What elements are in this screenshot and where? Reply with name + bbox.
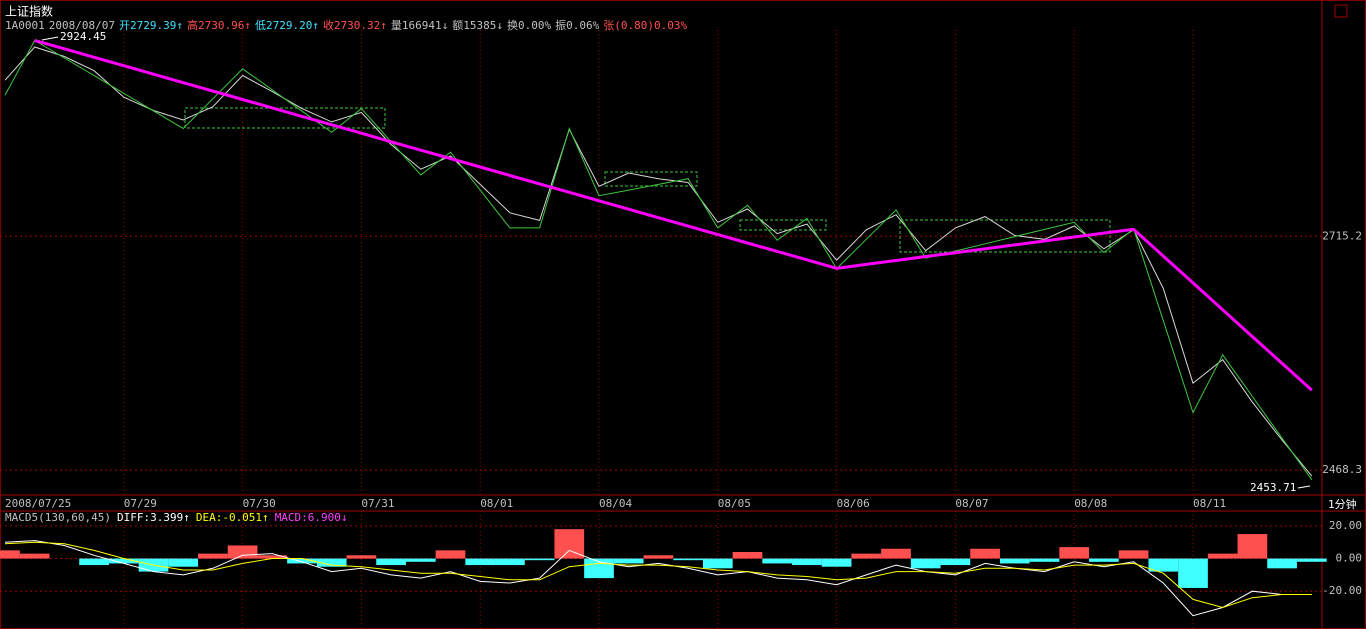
macd-bar — [524, 558, 555, 561]
consolidation-boxes — [184, 107, 1111, 253]
macd-bar — [851, 553, 882, 559]
macd-bar — [732, 552, 763, 559]
price-line — [4, 39, 1313, 481]
macd-bar — [227, 545, 258, 559]
y-tick-label: 20.00 — [1329, 519, 1362, 532]
price-line — [34, 38, 1313, 392]
macd-bar — [702, 558, 733, 569]
quote-field: 低2729.20↑ — [255, 19, 319, 32]
quote-field: 换0.00% — [507, 18, 551, 32]
x-tick-label: 07/29 — [124, 497, 157, 510]
macd-bar — [1178, 558, 1208, 588]
quote-field: 1A0001 — [5, 19, 45, 32]
quote-field: 2008/08/07 — [49, 19, 115, 32]
x-tick-label: 08/05 — [718, 497, 751, 510]
quote-field: 量166941↓ — [391, 19, 448, 32]
x-tick-label: 08/11 — [1193, 497, 1226, 510]
title: 上证指数 — [5, 4, 53, 19]
x-tick-label: 08/07 — [955, 497, 988, 510]
macd-bar — [940, 558, 971, 566]
macd-bar — [0, 550, 20, 559]
macd-label: MACD:6.900↓ — [275, 511, 348, 524]
macd-bar — [1237, 534, 1268, 559]
macd-bar — [1207, 553, 1238, 559]
macd-bar — [405, 558, 436, 562]
quote-field: 额15385↓ — [452, 19, 503, 32]
macd-line — [4, 540, 1312, 617]
macd-bar — [287, 558, 317, 564]
period[interactable]: 1分钟 — [1328, 497, 1357, 511]
macd-bar — [673, 558, 703, 561]
macd-bar — [495, 558, 525, 566]
y-tick-label: 2468.3 — [1322, 463, 1362, 476]
quote-field: 张(0.80)0.03% — [603, 19, 687, 32]
y-tick-label: 0.00 — [1336, 552, 1363, 565]
macd-bar — [1118, 550, 1149, 559]
macd-bar — [792, 558, 822, 566]
macd-bar — [1148, 558, 1179, 572]
macd-bar — [999, 558, 1030, 564]
x-tick-label: 08/01 — [480, 497, 513, 510]
macd-bar — [1296, 558, 1327, 562]
annotation-leader — [1297, 485, 1311, 489]
macd-bar — [970, 548, 1000, 559]
macd-bar — [1267, 558, 1297, 569]
macd-bar — [1029, 558, 1060, 562]
macd-bar — [346, 555, 377, 559]
y-tick-label: -20.00 — [1322, 584, 1362, 597]
macd-bar — [881, 548, 911, 559]
box — [184, 107, 386, 129]
quote-info: 1A0001 2008/08/07 开2729.39↑ 高2730.96↑ 低2729.… — [5, 18, 688, 32]
window-icon[interactable] — [1334, 4, 1348, 18]
quote-field: 振0.06% — [555, 18, 599, 32]
box — [604, 171, 698, 187]
macd-bar — [643, 555, 674, 559]
macd-bar — [762, 558, 793, 564]
macd-bar — [168, 558, 199, 567]
macd-bar — [1059, 547, 1090, 559]
annotation: 2453.71 — [1250, 481, 1296, 494]
macd-bar — [821, 558, 852, 567]
x-tick-label: 07/30 — [243, 497, 276, 510]
x-tick-label: 2008/07/25 — [5, 497, 71, 510]
y-tick-label: 2715.2 — [1322, 229, 1362, 242]
box — [739, 219, 827, 231]
macd-bar — [257, 555, 288, 559]
x-tick-label: 08/04 — [599, 497, 632, 510]
macd-bar — [1089, 558, 1119, 562]
macd-info: MACD5(130,60,45) DIFF:3.399↑ DEA:-0.051↑ MA… — [5, 511, 348, 524]
x-tick-label: 08/06 — [837, 497, 870, 510]
quote-field: 开2729.39↑ — [119, 19, 183, 32]
x-tick-label: 08/08 — [1074, 497, 1107, 510]
macd-bar — [613, 558, 644, 564]
macd-bar — [19, 553, 50, 559]
quote-field: 收2730.32↑ — [323, 18, 387, 32]
macd-bar — [316, 558, 347, 567]
annotation-leader — [41, 36, 59, 41]
macd-bar — [198, 553, 228, 559]
macd-bar — [554, 529, 585, 559]
macd-title: MACD5(130,60,45) — [5, 511, 111, 524]
macd-bar — [79, 558, 109, 566]
annotation: 2924.45 — [60, 30, 106, 43]
quote-field: 高2730.96↑ — [187, 18, 251, 32]
price-line — [4, 46, 1313, 477]
macd-bar — [910, 558, 941, 569]
macd-bar — [465, 558, 496, 566]
macd-line — [4, 541, 1312, 609]
macd-bar — [376, 558, 406, 566]
macd-label: DEA:-0.051↑ — [196, 511, 269, 524]
x-tick-label: 07/31 — [361, 497, 394, 510]
macd-label: DIFF:3.399↑ — [117, 511, 190, 524]
macd-bar — [108, 558, 139, 564]
macd-bar — [435, 550, 466, 559]
